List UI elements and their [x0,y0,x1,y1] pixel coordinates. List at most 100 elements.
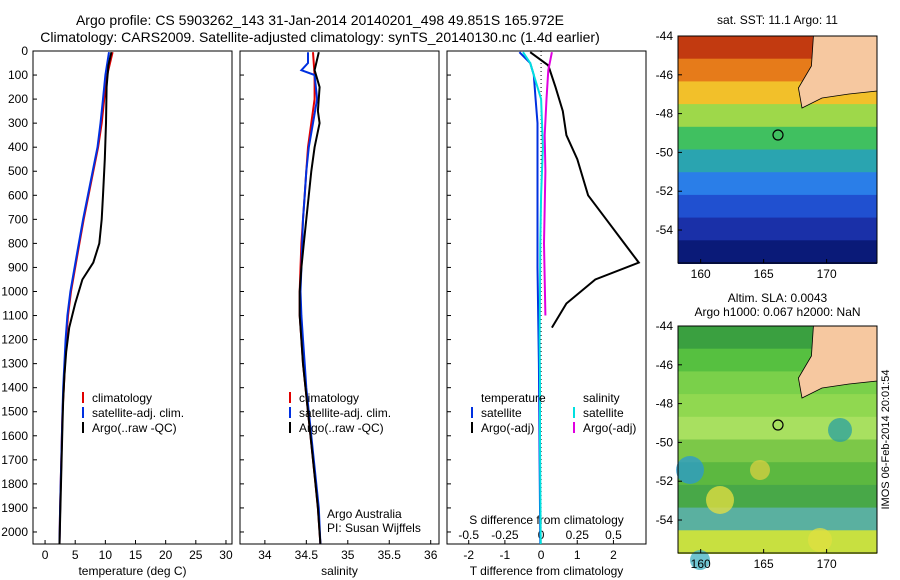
series-line-3-4 [542,52,553,316]
map-bottom-band [678,462,877,486]
map-top-title: sat. SST: 11.1 Argo: 11 [717,13,838,27]
map-bottom-side-label: IMOS 06-Feb-2014 20:01:54 [880,369,892,509]
ytick-label: 1300 [1,357,28,371]
map-top-band [678,149,877,174]
legend-label: Argo(-adj) [481,421,534,435]
legend-label: satellite [481,406,522,420]
map-bottom-xtick-label: 160 [691,557,711,571]
xtick-label: -2 [463,548,474,562]
legend-label: satellite-adj. clim. [92,406,184,420]
xtick-top-label: -0.25 [491,528,519,542]
ytick-label: 400 [8,140,28,154]
xtick-label: 0 [538,548,545,562]
map-top-ytick-label: -54 [656,223,674,237]
map-bottom-title-1: Altim. SLA: 0.0043 [728,291,828,305]
map-top-ytick-label: -46 [656,68,674,82]
credit-line-1: Argo Australia [327,507,402,521]
series-line-1-3 [58,51,113,545]
map-bottom-title-2: Argo h1000: 0.067 h2000: NaN [694,305,860,319]
xtick-top-label: -0.5 [458,528,479,542]
map-top-ytick-label: -52 [656,184,674,198]
xtick-label: 34 [258,548,272,562]
ytick-label: 600 [8,188,28,202]
map-bottom-band [678,507,877,532]
ytick-label: 900 [8,260,28,274]
xtick-label: -1 [500,548,511,562]
ytick-label: 100 [8,68,28,82]
map-top-frame [677,35,878,264]
map-bottom-ytick-label: -46 [656,358,674,372]
map-top-band [678,240,877,264]
ytick-label: 200 [8,92,28,106]
ytick-label: 1000 [1,284,28,298]
ytick-label: 1500 [1,405,28,419]
map-bottom-frame [677,325,878,554]
series-line-3-2 [529,51,641,329]
xtick-label: 2 [610,548,617,562]
xtick-label: 10 [99,548,113,562]
ytick-label: 700 [8,212,28,226]
title-line-2: Climatology: CARS2009. Satellite-adjuste… [40,29,600,45]
map-bottom-ytick-label: -44 [656,319,674,333]
legend-header-salinity: salinity [583,391,620,405]
x-axis-label-top: S difference from climatology [469,513,624,527]
map-top-band [678,104,877,128]
map-bottom-xtick-label: 170 [817,557,837,571]
xtick-label: 0 [42,548,49,562]
map-top-band [678,126,877,151]
map-top-band [678,217,877,242]
xtick-label: 15 [129,548,143,562]
map-top-float-marker [772,129,784,141]
map-top-xtick-label: 170 [817,267,837,281]
legend-label: climatology [92,391,152,405]
legend-label: satellite [583,406,624,420]
ytick-label: 0 [21,44,28,58]
xtick-label: 1 [574,548,581,562]
xtick-label: 30 [219,548,233,562]
xtick-label: 5 [72,548,79,562]
map-bottom-band [678,439,877,464]
ytick-label: 1700 [1,453,28,467]
ytick-label: 1800 [1,477,28,491]
map-bottom-blob [828,418,852,442]
xtick-label: 20 [159,548,173,562]
ytick-label: 300 [8,116,28,130]
xtick-top-label: 0.25 [566,528,590,542]
legend-label: Argo(..raw -QC) [92,421,177,435]
map-top-ytick-label: -44 [656,29,674,43]
map-bottom-ytick-label: -52 [656,474,674,488]
map-top-ytick-label: -50 [656,145,674,159]
map-bottom-ytick-label: -50 [656,435,674,449]
map-bottom-ytick-label: -48 [656,397,674,411]
panel-frame-2 [239,50,440,545]
map-top-band [678,194,877,219]
ytick-label: 800 [8,236,28,250]
xtick-label: 35.5 [378,548,402,562]
legend-label: Argo(-adj) [583,421,636,435]
ytick-label: 1900 [1,501,28,515]
ytick-label: 1600 [1,429,28,443]
map-bottom-blob [676,456,704,484]
map-bottom-blob [808,528,832,552]
legend-label: Argo(..raw -QC) [299,421,384,435]
legend-label: satellite-adj. clim. [299,406,391,420]
credit-line-2: PI: Susan Wijffels [327,521,421,535]
map-bottom-band [678,530,877,554]
ytick-label: 500 [8,164,28,178]
xtick-label: 35 [341,548,355,562]
map-top-xtick-label: 165 [754,267,774,281]
x-axis-label: temperature (deg C) [78,564,186,578]
map-top-xtick-label: 160 [691,267,711,281]
ytick-label: 1200 [1,333,28,347]
series-line-2-3 [298,51,322,545]
ytick-label: 1400 [1,381,28,395]
xtick-label: 34.5 [295,548,319,562]
map-bottom-blob [706,486,734,514]
legend-header-temperature: temperature [481,391,546,405]
map-bottom-xtick-label: 165 [754,557,774,571]
xtick-label: 36 [424,548,438,562]
map-bottom-float-marker [772,419,784,431]
map-top-ytick-label: -48 [656,107,674,121]
x-axis-label: salinity [321,564,358,578]
